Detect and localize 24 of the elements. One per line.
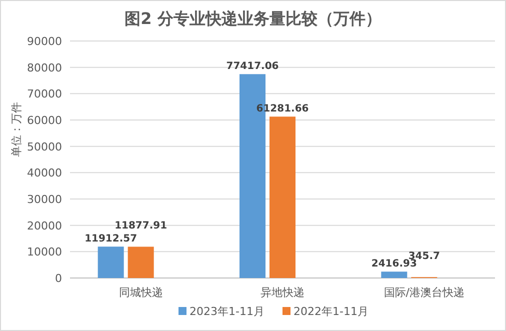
y-tick-label: 80000 [27, 61, 62, 74]
y-tick-label: 10000 [27, 246, 62, 259]
y-tick-label: 90000 [27, 35, 62, 48]
y-tick-label: 60000 [27, 114, 62, 127]
y-tick-label: 20000 [27, 219, 62, 232]
bar [381, 272, 408, 278]
x-tick-label: 国际/港澳台快递 [384, 286, 465, 299]
x-tick-label: 同城快递 [118, 286, 163, 299]
y-tick-label: 50000 [27, 140, 62, 154]
x-tick-label: 异地快递 [260, 286, 304, 299]
bar [128, 246, 154, 278]
data-label: 77417.06 [226, 61, 279, 72]
bar [270, 116, 296, 278]
data-label: 11912.57 [84, 234, 138, 245]
data-label: 11877.91 [114, 220, 168, 232]
y-tick-label: 0 [55, 272, 62, 285]
y-axis-title: 单位：万件 [10, 102, 23, 157]
legend-label: 2023年1-11月 [190, 305, 264, 318]
y-tick-label: 40000 [27, 166, 62, 180]
y-tick-label: 30000 [27, 193, 62, 206]
chart-title: 图2 分专业快递业务量比较（万件） [124, 9, 382, 28]
bar [98, 246, 124, 278]
y-tick-label: 70000 [27, 88, 62, 101]
legend-label: 2022年1-11月 [294, 305, 368, 318]
